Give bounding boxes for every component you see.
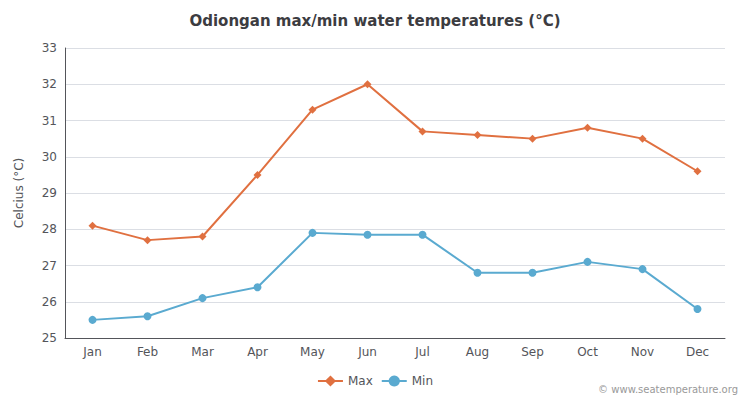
svg-text:© www.seatemperature.org: © www.seatemperature.org — [598, 384, 738, 395]
svg-text:26: 26 — [42, 295, 57, 309]
svg-text:29: 29 — [42, 186, 57, 200]
svg-text:Apr: Apr — [247, 345, 268, 359]
svg-text:Feb: Feb — [137, 345, 158, 359]
svg-text:May: May — [300, 345, 325, 359]
svg-text:Celcius (°C): Celcius (°C) — [12, 158, 26, 228]
svg-text:27: 27 — [42, 259, 57, 273]
svg-text:33: 33 — [42, 41, 57, 55]
svg-text:Jan: Jan — [82, 345, 102, 359]
svg-text:Oct: Oct — [577, 345, 598, 359]
svg-text:31: 31 — [42, 114, 57, 128]
svg-text:Min: Min — [412, 374, 433, 388]
svg-text:Jul: Jul — [414, 345, 429, 359]
svg-text:25: 25 — [42, 331, 57, 345]
svg-text:Aug: Aug — [466, 345, 489, 359]
svg-text:28: 28 — [42, 222, 57, 236]
svg-text:32: 32 — [42, 77, 57, 91]
svg-text:Max: Max — [348, 374, 373, 388]
svg-text:Nov: Nov — [631, 345, 654, 359]
svg-text:Mar: Mar — [191, 345, 214, 359]
svg-text:Jun: Jun — [357, 345, 377, 359]
svg-text:Odiongan max/min water tempera: Odiongan max/min water temperatures (°C) — [189, 12, 560, 30]
svg-text:Dec: Dec — [686, 345, 709, 359]
svg-text:30: 30 — [42, 150, 57, 164]
svg-text:Sep: Sep — [521, 345, 544, 359]
